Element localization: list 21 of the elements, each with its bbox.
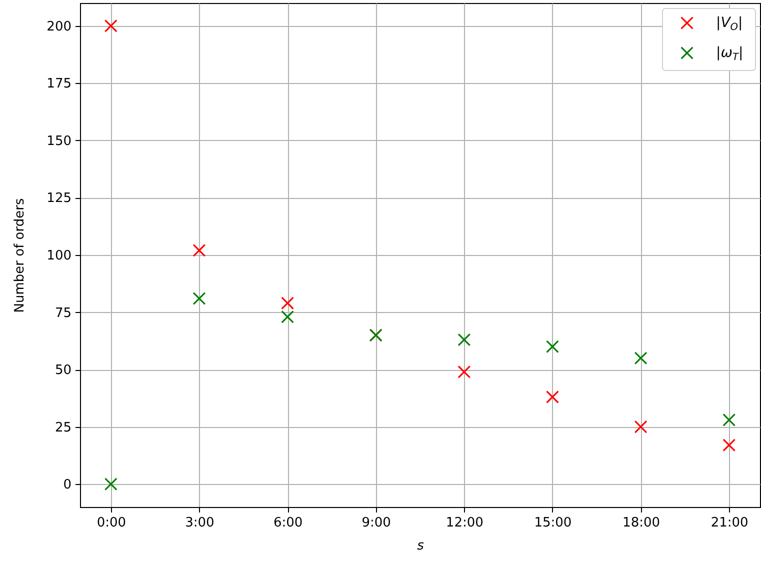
y-axis-title: Number of orders bbox=[12, 198, 28, 313]
y-tick-label: 150 bbox=[46, 134, 72, 149]
x-tick-label: 18:00 bbox=[622, 516, 660, 530]
legend-label: |V$_{O}$| bbox=[716, 15, 743, 32]
x-tick-label: 15:00 bbox=[534, 516, 572, 530]
y-tick-label: 100 bbox=[46, 248, 72, 264]
legend-label: |ω$_{T}$| bbox=[716, 45, 744, 62]
y-tick-label: 175 bbox=[46, 76, 72, 92]
x-tick-label: 6:00 bbox=[273, 516, 303, 530]
x-tick-label: 12:00 bbox=[446, 516, 484, 530]
x-tick-label: 0:00 bbox=[96, 516, 126, 530]
x-tick-label: 9:00 bbox=[362, 516, 391, 530]
y-tick-label: 0 bbox=[63, 478, 72, 493]
x-tick-label: 21:00 bbox=[710, 516, 748, 530]
x-axis-title: s bbox=[417, 538, 424, 554]
y-tick-label: 75 bbox=[54, 306, 72, 321]
y-tick-label: 25 bbox=[54, 420, 72, 436]
y-tick-label: 200 bbox=[46, 19, 72, 34]
y-tick-label: 125 bbox=[46, 191, 72, 206]
y-tick-label: 50 bbox=[54, 363, 72, 378]
x-tick-label: 3:00 bbox=[185, 516, 214, 530]
